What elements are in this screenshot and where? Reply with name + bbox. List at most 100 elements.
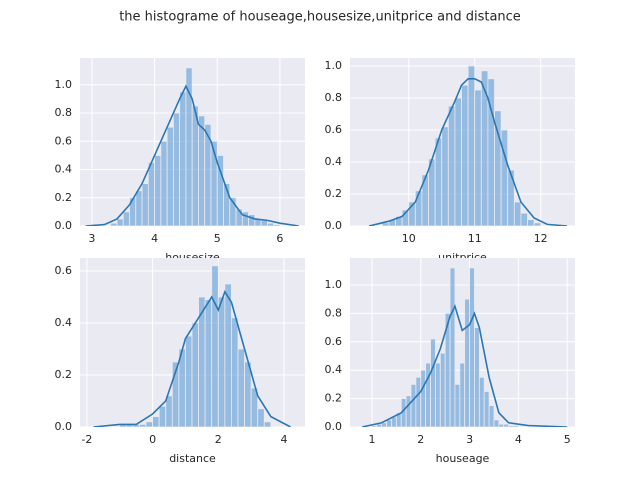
y-tick-label: 0.2: [55, 368, 73, 381]
hist-bar: [371, 425, 378, 427]
hist-bar: [391, 416, 397, 427]
y-tick-label: 0.8: [55, 106, 73, 119]
hist-bar: [513, 201, 522, 226]
x-tick-label: 6: [276, 232, 283, 245]
hist-bar: [474, 89, 482, 226]
hist-bar: [533, 222, 542, 226]
y-tick-label: 0.2: [325, 187, 343, 200]
kde-line: [93, 289, 291, 427]
hist-bar: [224, 283, 232, 427]
hist-bar: [503, 423, 510, 427]
hist-bar: [154, 155, 162, 226]
hist-bar: [435, 362, 441, 427]
hist-bar: [122, 211, 130, 226]
hist-bar: [191, 322, 199, 427]
y-tick-label: 0.6: [325, 123, 343, 136]
hist-bar: [237, 348, 245, 427]
hist-bar: [461, 84, 469, 226]
hist-bar: [116, 218, 124, 226]
y-tick-label: 0.4: [55, 163, 73, 176]
hist-bar: [469, 267, 475, 427]
hist-bar: [410, 383, 417, 427]
y-tick-label: 0.0: [325, 420, 343, 433]
hist-bar: [464, 298, 470, 427]
x-axis-label: houseage: [436, 452, 490, 465]
hist-bar: [478, 376, 485, 427]
y-tick-label: 1.0: [55, 78, 73, 91]
hist-bar: [263, 421, 272, 427]
hist-bar: [454, 97, 462, 226]
x-tick-label: 4: [280, 433, 287, 446]
x-tick-label: 3: [466, 433, 473, 446]
y-tick-label: 0.0: [325, 219, 343, 232]
y-tick-label: 0.2: [55, 191, 73, 204]
hist-bar: [447, 105, 456, 226]
figure-title: the histograme of houseage,housesize,uni…: [119, 10, 521, 25]
hist-bar: [386, 419, 392, 427]
hist-bar: [198, 115, 206, 226]
hist-bar: [420, 369, 427, 427]
y-tick-label: 0.8: [325, 91, 343, 104]
hist-bar: [459, 362, 466, 427]
hist-bar: [260, 219, 268, 226]
hist-bar: [527, 219, 535, 226]
hist-bar: [152, 416, 160, 427]
x-tick-label: -2: [81, 433, 92, 446]
hist-bar: [273, 224, 281, 226]
x-tick-label: 0: [149, 433, 156, 446]
hist-bar: [135, 190, 143, 226]
y-tick-label: 1.0: [325, 278, 343, 291]
plot-area: [93, 265, 291, 427]
x-tick-label: 2: [215, 433, 222, 446]
hist-bar: [483, 391, 490, 427]
y-tick-label: 0.6: [325, 335, 343, 348]
hist-bar: [425, 362, 431, 427]
x-tick-label: 5: [564, 433, 571, 446]
x-tick-label: 3: [88, 232, 95, 245]
hist-bar: [110, 222, 118, 226]
plot-area: [362, 267, 568, 427]
hist-bar: [430, 338, 436, 427]
hist-bar: [494, 110, 502, 226]
y-tick-label: 1.0: [325, 59, 343, 72]
hist-bar: [405, 395, 412, 427]
hist-bar: [217, 296, 226, 427]
hist-bar: [520, 212, 528, 226]
hist-bar: [139, 423, 147, 427]
hist-bar: [179, 91, 187, 226]
hist-bar: [488, 405, 495, 427]
y-tick-label: 0.4: [55, 316, 73, 329]
x-tick-label: 12: [534, 232, 548, 245]
hist-bar: [145, 421, 153, 427]
hist-bar: [166, 126, 174, 226]
hist-bar: [449, 267, 456, 427]
hist-bar: [158, 405, 167, 427]
x-tick-label: 4: [151, 232, 158, 245]
hist-bar: [257, 408, 265, 427]
hist-bar: [493, 419, 500, 427]
y-tick-label: 0.2: [325, 392, 343, 405]
hist-bar: [141, 183, 149, 226]
x-axis-label: distance: [169, 452, 216, 465]
x-tick-label: 4: [515, 433, 522, 446]
hist-bar: [376, 423, 383, 427]
x-tick-label: 1: [368, 433, 375, 446]
hist-bar: [507, 169, 515, 226]
x-tick-label: 5: [214, 232, 221, 245]
kde-line: [362, 304, 568, 427]
plot-area: [85, 67, 299, 226]
y-tick-label: 0.4: [325, 155, 343, 168]
hist-bar: [172, 112, 181, 226]
y-tick-label: 0.6: [55, 264, 73, 277]
hist-bar: [467, 65, 476, 226]
hist-bar: [474, 327, 480, 427]
x-tick-label: 2: [417, 433, 424, 446]
hist-bar: [513, 425, 519, 427]
hist-bar: [185, 335, 193, 427]
hist-bar: [508, 425, 514, 427]
hist-bar: [191, 105, 199, 226]
x-tick-label: 11: [468, 232, 482, 245]
hist-bar: [241, 211, 249, 226]
hist-bar: [439, 352, 446, 427]
